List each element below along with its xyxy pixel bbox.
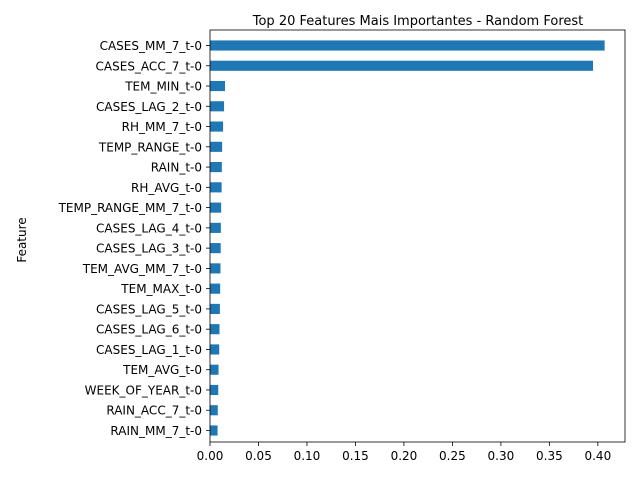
y-tick-label: TEM_MAX_t-0 [120, 282, 202, 296]
y-tick-label: CASES_LAG_1_t-0 [96, 343, 202, 357]
y-tick-label: RAIN_ACC_7_t-0 [106, 404, 202, 418]
bar [210, 263, 221, 274]
y-tick-label: CASES_LAG_4_t-0 [96, 221, 202, 235]
x-tick-label: 0.20 [391, 449, 418, 463]
x-tick-label: 0.10 [294, 449, 321, 463]
y-tick-label: CASES_LAG_6_t-0 [96, 323, 202, 337]
y-tick-label: CASES_LAG_5_t-0 [96, 302, 202, 316]
x-axis-ticks: 0.00 0.05 0.10 0.15 0.20 0.25 0.30 0.35 0.40 [197, 442, 611, 463]
y-tick-label: CASES_LAG_3_t-0 [96, 242, 202, 256]
bar [210, 384, 219, 396]
y-tick-label: RAIN_t-0 [151, 161, 202, 175]
x-tick-label: 0.35 [536, 449, 563, 463]
bar [210, 202, 222, 213]
bars-group [210, 40, 605, 436]
y-tick-label: CASES_MM_7_t-0 [100, 39, 202, 53]
bar [210, 243, 221, 254]
bar [210, 364, 219, 375]
y-tick-label: WEEK_OF_YEAR_t-0 [85, 383, 202, 397]
y-tick-label: RAIN_MM_7_t-0 [110, 424, 202, 438]
y-tick-label: TEM_AVG_t-0 [122, 363, 202, 377]
y-tick-label: RH_MM_7_t-0 [122, 120, 202, 134]
y-axis-ticks: CASES_MM_7_t-0 CASES_ACC_7_t-0 TEM_MIN_t-0… [58, 39, 210, 438]
y-tick-label: RH_AVG_t-0 [131, 181, 202, 195]
x-tick-label: 0.25 [439, 449, 466, 463]
y-tick-label: TEMP_RANGE_MM_7_t-0 [58, 201, 202, 215]
y-tick-label: TEM_MIN_t-0 [124, 80, 202, 94]
bar [210, 324, 220, 335]
bar [210, 40, 605, 51]
bar [210, 303, 220, 314]
y-tick-label: TEM_AVG_MM_7_t-0 [82, 262, 202, 276]
y-tick-label: TEMP_RANGE_t-0 [98, 140, 202, 154]
x-tick-label: 0.05 [245, 449, 272, 463]
x-tick-label: 0.30 [488, 449, 515, 463]
y-axis-label: Feature [15, 217, 29, 262]
chart-title: Top 20 Features Mais Importantes - Rando… [252, 14, 584, 29]
bar [210, 162, 222, 173]
bar [210, 60, 594, 71]
bar [210, 283, 221, 294]
bar [210, 101, 225, 112]
x-tick-label: 0.15 [342, 449, 369, 463]
x-tick-label: 0.00 [197, 449, 224, 463]
bar [210, 425, 218, 436]
x-tick-label: 0.40 [584, 449, 611, 463]
bar [210, 141, 223, 152]
bar [210, 80, 226, 92]
plot-area-frame [209, 29, 626, 443]
y-tick-label: CASES_LAG_2_t-0 [96, 100, 202, 114]
bar [210, 344, 220, 355]
bar [210, 121, 224, 132]
bar [210, 222, 221, 233]
bar [210, 182, 222, 193]
bar [210, 405, 218, 416]
y-tick-label: CASES_ACC_7_t-0 [96, 59, 202, 73]
